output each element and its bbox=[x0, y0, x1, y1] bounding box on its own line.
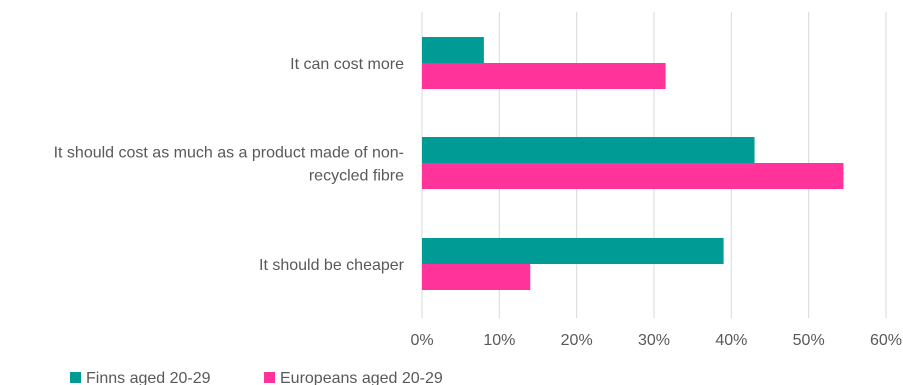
x-tick-label: 10% bbox=[483, 332, 515, 349]
category-label: It should cost as much as a product made… bbox=[54, 145, 405, 185]
x-tick-label: 0% bbox=[410, 332, 433, 349]
legend-swatch bbox=[264, 372, 275, 383]
category-label: It can cost more bbox=[290, 56, 404, 73]
category-labels: It can cost more It should cost as much a… bbox=[54, 56, 405, 274]
x-tick-label: 50% bbox=[793, 332, 825, 349]
x-axis-ticks: 0% 10% 20% 30% 40% 50% 60% bbox=[410, 332, 902, 349]
x-tick-label: 20% bbox=[561, 332, 593, 349]
bar-europeans bbox=[422, 63, 666, 89]
category-label: It should be cheaper bbox=[259, 257, 405, 274]
bar-finns bbox=[422, 137, 755, 163]
legend-swatch bbox=[70, 372, 81, 383]
bars bbox=[422, 37, 844, 290]
x-tick-label: 60% bbox=[870, 332, 902, 349]
bar-europeans bbox=[422, 163, 844, 189]
bar-finns bbox=[422, 238, 724, 264]
bar-europeans bbox=[422, 264, 531, 290]
legend-label: Finns aged 20-29 bbox=[86, 370, 211, 385]
x-tick-label: 40% bbox=[715, 332, 747, 349]
bar-finns bbox=[422, 37, 484, 63]
x-tick-label: 30% bbox=[638, 332, 670, 349]
legend: Finns aged 20-29 Europeans aged 20-29 bbox=[70, 370, 443, 385]
legend-label: Europeans aged 20-29 bbox=[280, 370, 443, 385]
